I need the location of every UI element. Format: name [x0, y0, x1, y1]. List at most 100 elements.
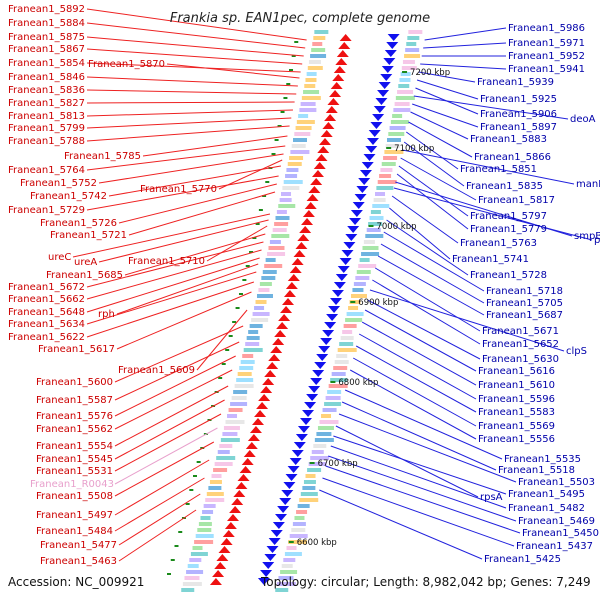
gene-label-right[interactable]: Franean1_5630: [482, 354, 559, 365]
gene-label-left[interactable]: Franean1_5576: [36, 411, 113, 422]
gene-label-left[interactable]: Franean1_5726: [40, 218, 117, 229]
gene-label-right[interactable]: Franean1_5437: [516, 541, 593, 552]
gene-label-left[interactable]: Franean1_5799: [8, 123, 85, 134]
gene-label-left[interactable]: Franean1_5531: [36, 466, 113, 477]
gene-label-left[interactable]: Franean1_5484: [36, 526, 113, 537]
gene-block-outer-left: [311, 48, 326, 52]
gene-label-left[interactable]: Franean1_5770: [140, 184, 217, 195]
gene-label-left[interactable]: Franean1_5867: [8, 44, 85, 55]
gene-label-left[interactable]: Franean1_5648: [8, 307, 85, 318]
gene-label-right[interactable]: Franean1_5925: [480, 94, 557, 105]
gene-block-outer-right: [369, 216, 384, 220]
gene-label-left[interactable]: ureA: [74, 257, 97, 268]
gene-label-right[interactable]: Franean1_5941: [508, 64, 585, 75]
gene-label-right[interactable]: Franean1_5596: [478, 394, 555, 405]
gene-label-left[interactable]: Franean1_5622: [8, 332, 85, 343]
gene-label-left[interactable]: Franean1_5609: [118, 365, 195, 376]
gene-label-left[interactable]: Franean1_5846: [8, 72, 85, 83]
gene-label-left[interactable]: Franean1_5870: [88, 59, 165, 70]
gene-label-left[interactable]: Franean1_5477: [40, 540, 117, 551]
gene-label-left[interactable]: Franean1_5721: [50, 230, 127, 241]
gene-label-right[interactable]: Franean1_5705: [486, 298, 563, 309]
gene-label-left[interactable]: rph: [98, 309, 115, 320]
gene-label-right[interactable]: Franean1_5718: [486, 286, 563, 297]
gene-block-outer-left: [289, 156, 304, 160]
gene-label-right[interactable]: Franean1_5728: [470, 270, 547, 281]
gene-label-right[interactable]: Franean1_5906: [480, 109, 557, 120]
gene-label-right[interactable]: Franean1_5616: [478, 366, 555, 377]
gene-label-left[interactable]: Franean1_5545: [36, 454, 113, 465]
gene-label-left[interactable]: Franean1_5463: [40, 556, 117, 567]
gene-label-right[interactable]: Franean1_5425: [484, 554, 561, 565]
gene-label-right[interactable]: Franean1_5652: [482, 339, 559, 350]
gene-label-right[interactable]: Franean1_5939: [477, 77, 554, 88]
gene-label-right[interactable]: Franean1_5866: [474, 152, 551, 163]
gene-label-left[interactable]: Franean1_5617: [38, 344, 115, 355]
gene-label-left[interactable]: Franean1_5742: [30, 191, 107, 202]
gene-block-outer-right: [405, 48, 420, 52]
gene-label-left[interactable]: Franean1_5497: [36, 510, 113, 521]
leader-line-left: [114, 427, 218, 485]
gene-label-left[interactable]: Franean1_5554: [36, 441, 113, 452]
gene-label-right[interactable]: Franean1_5835: [466, 181, 543, 192]
gene-label-left[interactable]: Franean1_5813: [8, 111, 85, 122]
gene-label-left[interactable]: Franean1_R0043: [30, 479, 114, 490]
gene-label-right[interactable]: Franean1_5971: [508, 38, 585, 49]
gene-label-right[interactable]: Franean1_5986: [508, 23, 585, 34]
gene-label-left[interactable]: Franean1_5875: [8, 32, 85, 43]
gene-label-right[interactable]: Franean1_5469: [518, 516, 595, 527]
gene-label-left[interactable]: Franean1_5662: [8, 294, 85, 305]
gene-label-left[interactable]: Franean1_5729: [8, 205, 85, 216]
gene-label-left[interactable]: Franean1_5710: [128, 256, 205, 267]
gene-label-right[interactable]: prfB: [594, 235, 600, 246]
gene-label-right[interactable]: rpsA: [480, 492, 503, 503]
gene-label-left[interactable]: Franean1_5785: [64, 151, 141, 162]
gene-label-right[interactable]: smpB: [574, 231, 600, 242]
gene-label-left[interactable]: Franean1_5836: [8, 85, 85, 96]
gene-label-left[interactable]: Franean1_5854: [8, 58, 85, 69]
gene-label-right[interactable]: Franean1_5952: [508, 51, 585, 62]
gene-label-right[interactable]: Franean1_5883: [470, 134, 547, 145]
reverse-strand-gene-arrow: [367, 138, 380, 145]
reverse-strand-gene-arrow: [372, 114, 385, 121]
gene-label-right[interactable]: clpS: [566, 346, 587, 357]
gene-label-right[interactable]: Franean1_5495: [508, 489, 585, 500]
gene-label-right[interactable]: deoA: [570, 114, 596, 125]
gene-label-right[interactable]: Franean1_5503: [518, 477, 595, 488]
gene-label-right[interactable]: Franean1_5610: [478, 380, 555, 391]
gene-label-right[interactable]: Franean1_5897: [480, 122, 557, 133]
gene-label-left[interactable]: Franean1_5562: [36, 424, 113, 435]
gene-label-right[interactable]: Franean1_5687: [486, 310, 563, 321]
reverse-strand-gene-arrow: [260, 570, 273, 577]
gene-label-right[interactable]: Franean1_5569: [478, 421, 555, 432]
gene-label-right[interactable]: Franean1_5817: [478, 195, 555, 206]
gene-label-right[interactable]: Franean1_5556: [478, 434, 555, 445]
gene-label-right[interactable]: Franean1_5518: [498, 465, 575, 476]
leader-line-right: [377, 255, 485, 316]
gene-label-right[interactable]: manB: [576, 179, 600, 190]
gene-label-left[interactable]: Franean1_5634: [8, 319, 85, 330]
gene-label-right[interactable]: Franean1_5851: [460, 164, 537, 175]
gene-label-left[interactable]: Franean1_5508: [36, 491, 113, 502]
gene-label-left[interactable]: Franean1_5685: [46, 270, 123, 281]
gene-label-left[interactable]: ureC: [48, 252, 71, 263]
gene-label-left[interactable]: Franean1_5827: [8, 98, 85, 109]
gene-label-right[interactable]: Franean1_5797: [470, 211, 547, 222]
gene-label-left[interactable]: Franean1_5764: [8, 165, 85, 176]
gene-label-left[interactable]: Franean1_5892: [8, 4, 85, 15]
gene-label-right[interactable]: Franean1_5482: [508, 503, 585, 514]
gene-label-left[interactable]: Franean1_5752: [20, 178, 97, 189]
gene-label-right[interactable]: Franean1_5763: [460, 238, 537, 249]
gene-label-left[interactable]: Franean1_5587: [36, 395, 113, 406]
gene-label-right[interactable]: Franean1_5671: [482, 326, 559, 337]
leader-line-right: [358, 333, 477, 400]
gene-label-right[interactable]: Franean1_5779: [470, 224, 547, 235]
gene-label-left[interactable]: Franean1_5672: [8, 282, 85, 293]
gene-label-right[interactable]: Franean1_5741: [452, 254, 529, 265]
gene-label-right[interactable]: Franean1_5535: [504, 454, 581, 465]
gene-label-left[interactable]: Franean1_5884: [8, 18, 85, 29]
gene-label-right[interactable]: Franean1_5583: [478, 407, 555, 418]
gene-label-left[interactable]: Franean1_5600: [36, 377, 113, 388]
gene-label-right[interactable]: Franean1_5450: [522, 528, 599, 539]
gene-label-left[interactable]: Franean1_5788: [8, 136, 85, 147]
